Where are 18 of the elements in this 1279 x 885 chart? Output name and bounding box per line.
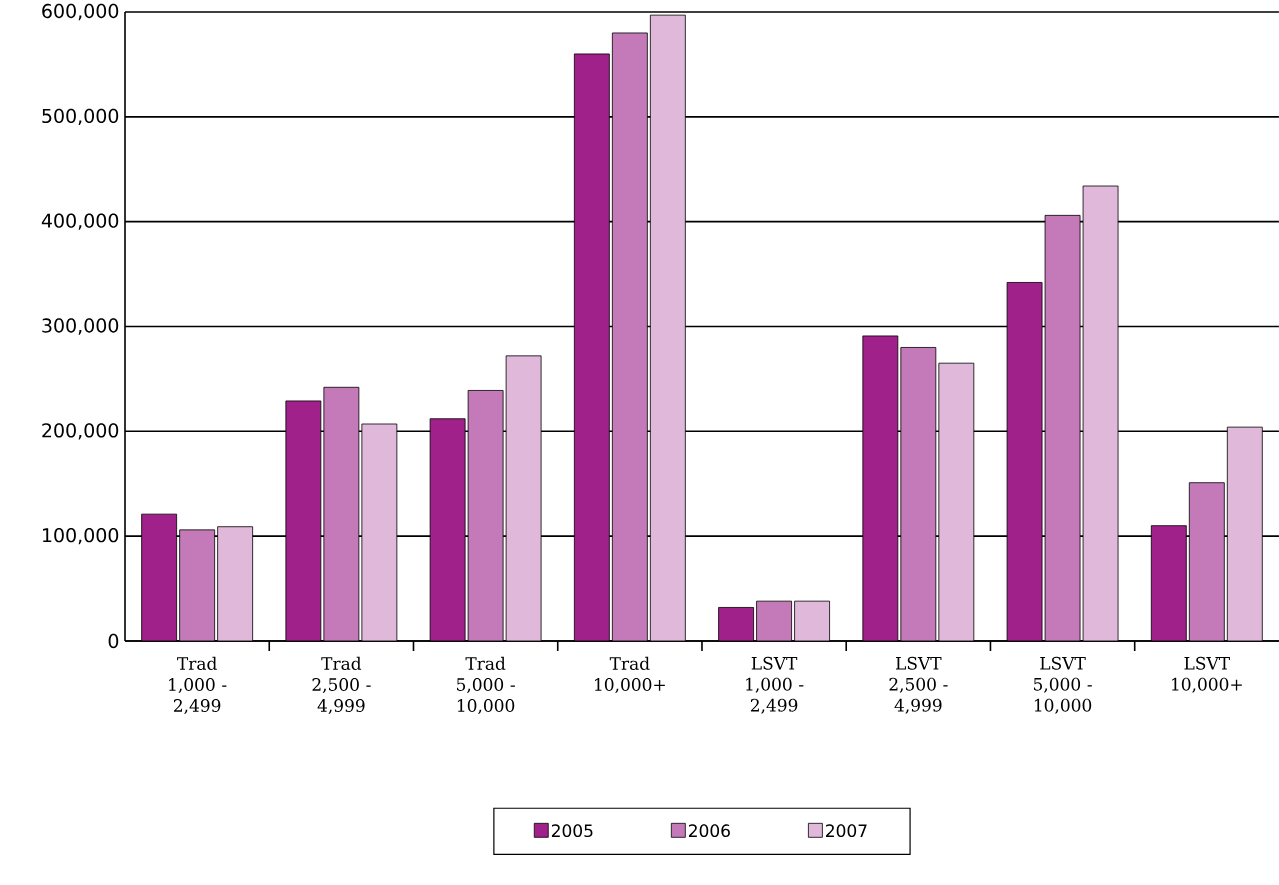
x-tick-label: LSVT 5,000 - 10,000 xyxy=(1033,656,1092,714)
legend-label: 2005 xyxy=(551,824,593,838)
y-tick-label: 400,000 xyxy=(41,213,119,230)
x-tick-label: Trad 2,500 - 4,999 xyxy=(312,656,371,715)
legend-label: 2007 xyxy=(826,824,867,838)
x-tick-label: LSVT 10,000+ xyxy=(1172,656,1242,693)
x-tick-label: Trad 10,000+ xyxy=(595,656,665,694)
y-tick-label: 200,000 xyxy=(42,423,119,440)
y-tick-label: 500,000 xyxy=(42,108,119,125)
x-tick-label: LSVT 2,500 - 4,999 xyxy=(889,656,948,714)
y-tick-label: 0 xyxy=(108,633,119,649)
legend-label: 2006 xyxy=(688,824,730,838)
x-tick-label: Trad 5,000 - 10,000 xyxy=(457,656,515,715)
y-tick-label: 600,000 xyxy=(42,3,119,21)
x-tick-label: Trad 1,000 - 2,499 xyxy=(169,656,227,715)
y-tick-label: 100,000 xyxy=(42,528,119,545)
y-tick-label: 300,000 xyxy=(42,318,119,335)
x-tick-label: LSVT 1,000 - 2,499 xyxy=(746,656,804,714)
